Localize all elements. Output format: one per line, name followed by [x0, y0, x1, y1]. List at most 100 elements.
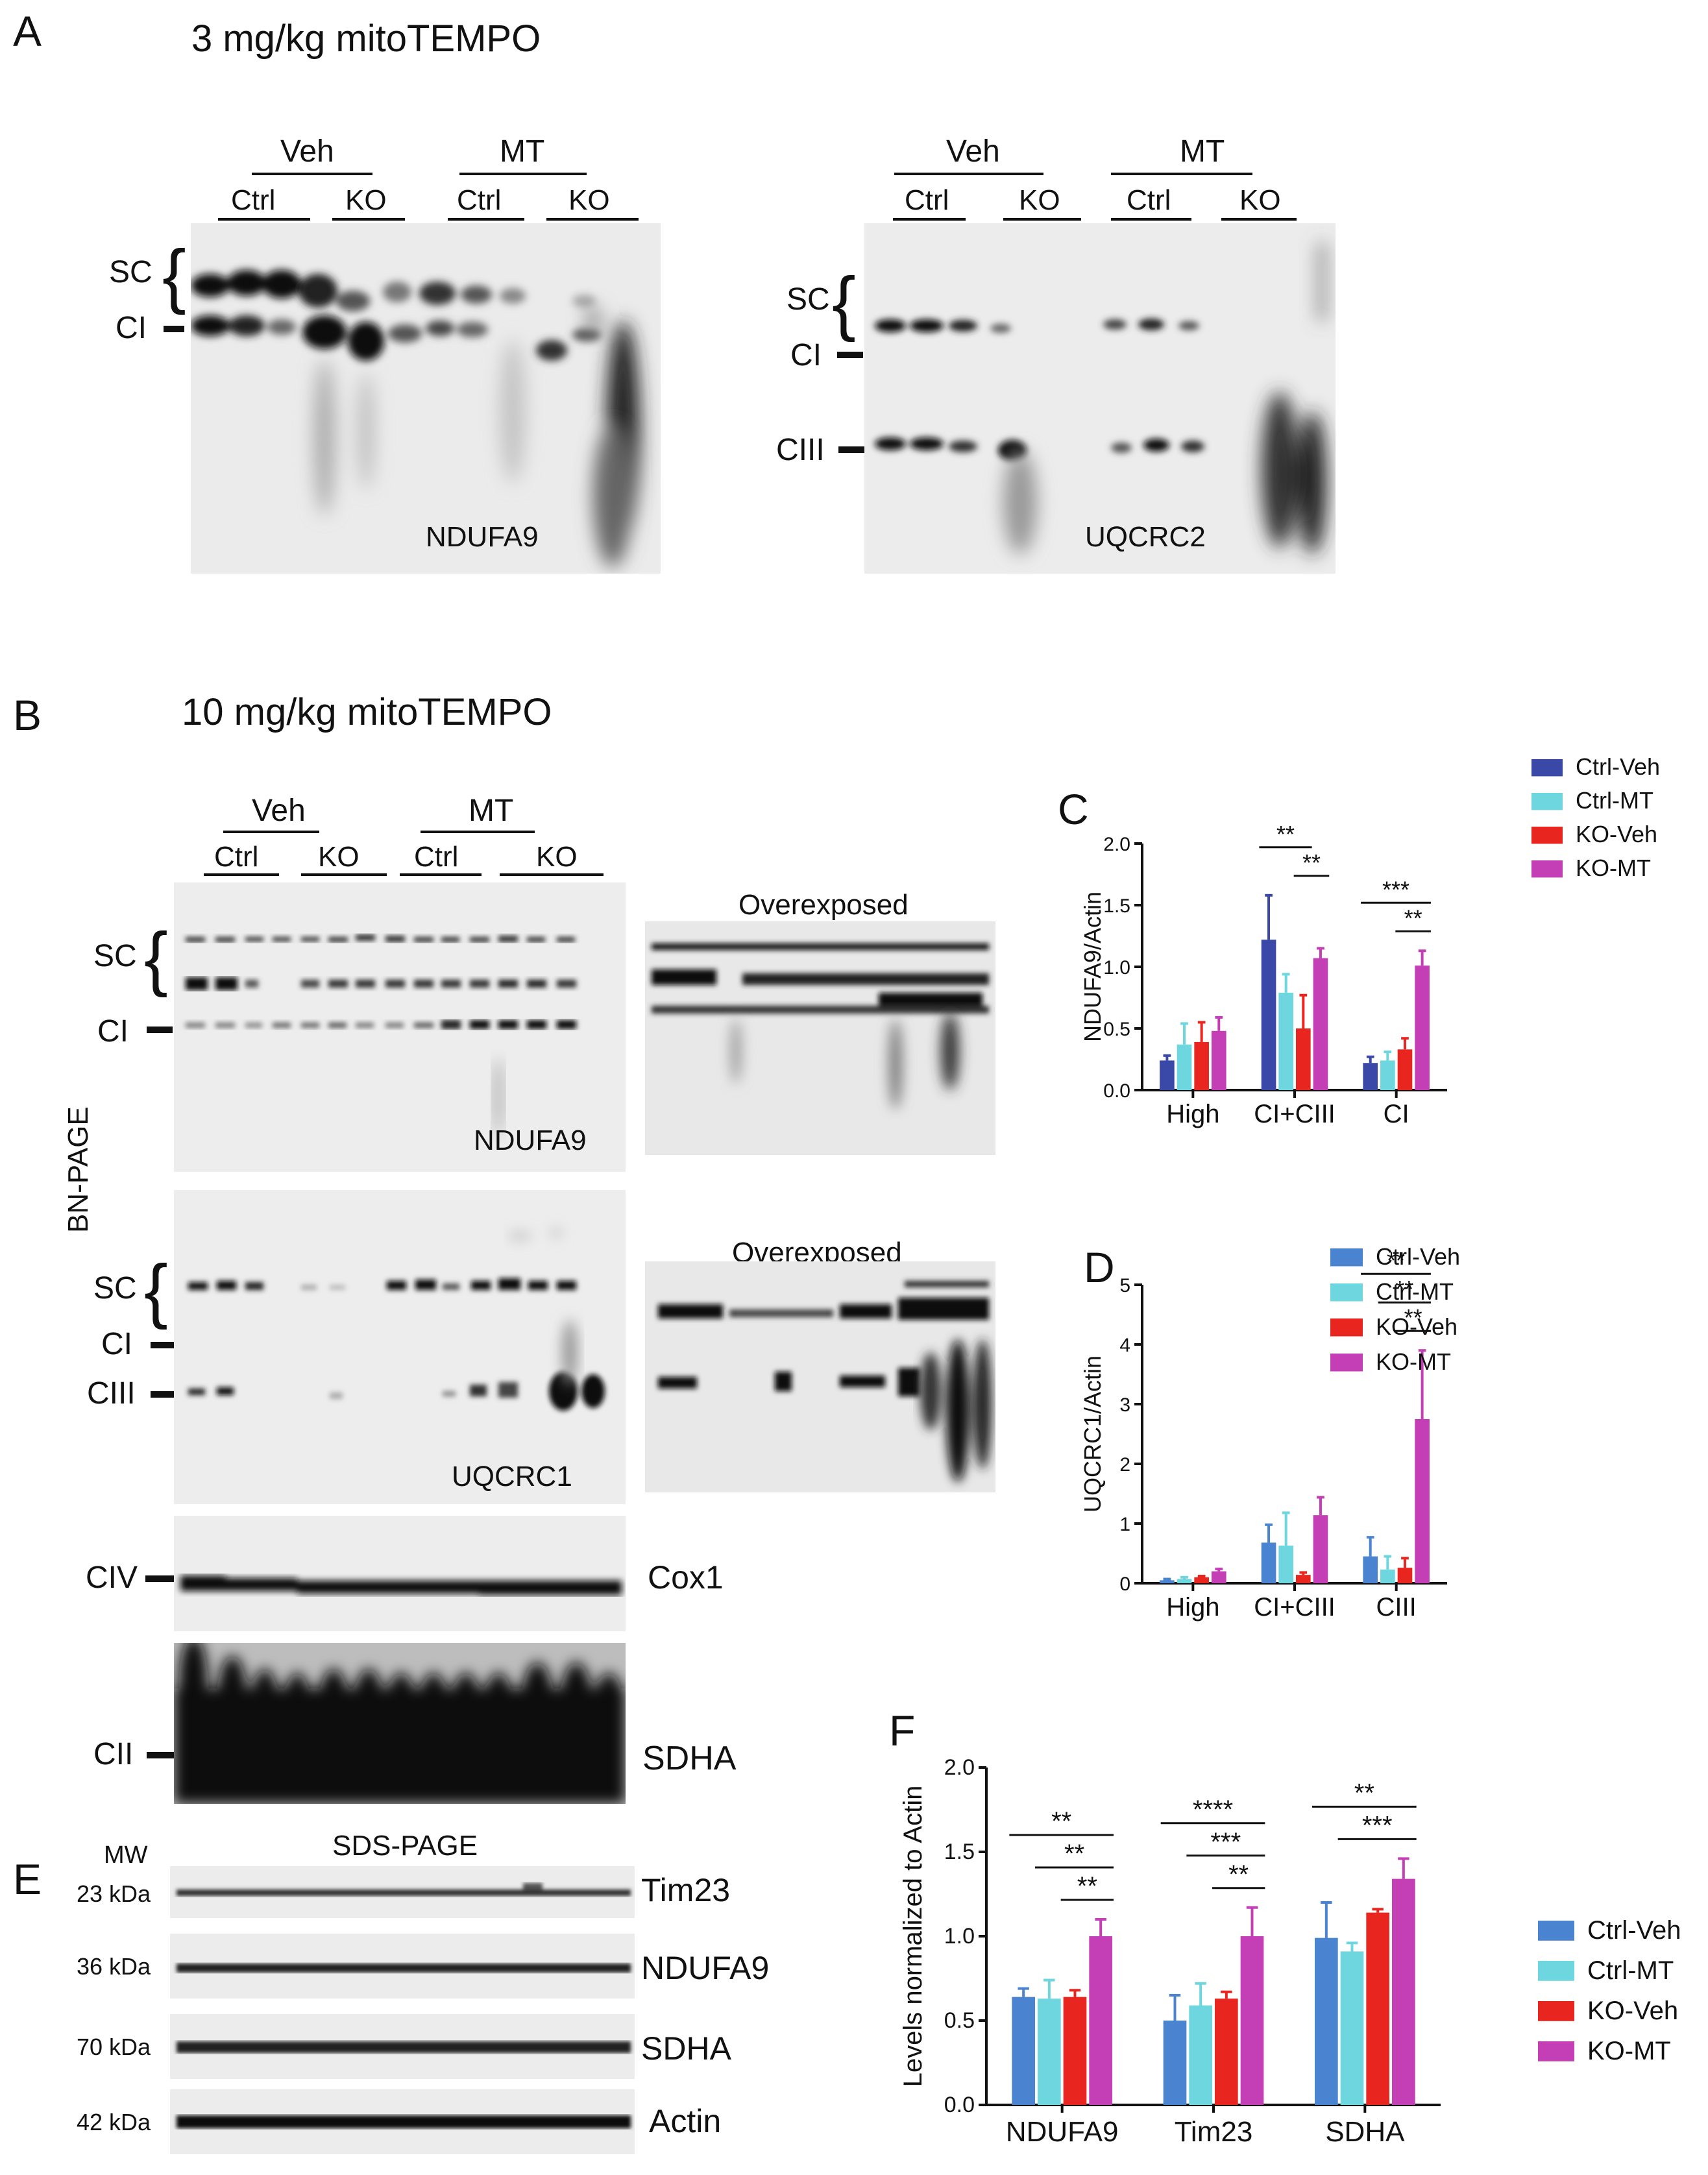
significance-label: ** — [1077, 1872, 1097, 1901]
brace-icon: { — [144, 1250, 168, 1330]
subgroup-label-ctrl: Ctrl — [457, 184, 502, 216]
legend-label: KO-Veh — [1587, 1997, 1678, 2025]
subgroup-label-ctrl: Ctrl — [905, 184, 949, 216]
marker-ci: CI — [101, 1327, 132, 1361]
legend-swatch — [1330, 1283, 1363, 1302]
panel-letter-f: F — [889, 1707, 915, 1755]
group-label-mt: MT — [1180, 134, 1225, 169]
panel-a-title: 3 mg/kg mitoTEMPO — [191, 18, 541, 60]
y-tick-label: 5 — [1119, 1275, 1130, 1296]
brace-icon: { — [832, 263, 856, 343]
bar — [1397, 1568, 1413, 1583]
bar — [1380, 1060, 1395, 1090]
significance-label: ** — [1404, 905, 1422, 931]
bar — [1397, 1049, 1413, 1090]
y-tick-label: 2.0 — [944, 1755, 975, 1780]
subgroup-label-ctrl: Ctrl — [214, 841, 259, 873]
marker-tick — [147, 1752, 174, 1758]
subgroup-underline — [301, 873, 387, 876]
bar — [1012, 1997, 1035, 2105]
group-label-veh: Veh — [252, 794, 306, 828]
subgroup-underline — [893, 218, 966, 221]
bar — [1261, 1542, 1276, 1583]
legend-swatch — [1531, 793, 1563, 810]
bar — [1215, 1999, 1238, 2105]
legend-label: KO-MT — [1587, 2037, 1671, 2065]
mw-label: 36 kDa — [77, 1953, 151, 1980]
y-tick-label: 0.5 — [944, 2008, 975, 2033]
blot-b-uqcrc1: UQCRC1 — [174, 1190, 626, 1504]
bar — [1278, 992, 1293, 1090]
significance-label: ** — [1404, 1304, 1422, 1331]
bar — [1189, 2005, 1212, 2105]
significance-label: *** — [1362, 1811, 1393, 1840]
marker-sc: SC — [787, 282, 830, 317]
bar — [1278, 1546, 1293, 1583]
mw-label: 42 kDa — [77, 2109, 151, 2135]
bar — [1366, 1912, 1389, 2105]
legend-label: KO-Veh — [1576, 821, 1657, 847]
legend-swatch — [1538, 1921, 1574, 1941]
bar — [1415, 966, 1430, 1090]
y-tick-label: 1.0 — [1103, 957, 1130, 978]
marker-ciii: CIII — [776, 433, 825, 467]
antibody-label-sdha: SDHA — [642, 1740, 737, 1777]
bar — [1063, 1997, 1087, 2105]
bar — [1392, 1878, 1415, 2105]
y-tick-label: 0.5 — [1103, 1019, 1130, 1040]
blot-a-uqcrc2: UQCRC2 — [864, 223, 1336, 574]
subgroup-label-ko: KO — [568, 184, 610, 216]
legend-swatch — [1531, 827, 1563, 844]
legend-label: Ctrl-MT — [1587, 1956, 1674, 1985]
significance-label: **** — [1193, 1795, 1233, 1824]
group-label-mt: MT — [500, 134, 545, 169]
subgroup-underline — [218, 218, 310, 221]
bar — [1211, 1030, 1226, 1090]
group-underline — [894, 173, 1043, 175]
chart-f: F 0.0 0.5 1.0 1.5 2.0 Levels normalized to Act… — [889, 1707, 1681, 2148]
marker-tick — [837, 352, 863, 358]
brace-icon: { — [144, 918, 168, 998]
marker-tick — [164, 326, 184, 332]
side-label-bn-page: BN-PAGE — [62, 1106, 94, 1233]
group-label-veh: Veh — [946, 134, 1000, 169]
significance-label: ** — [1354, 1779, 1374, 1807]
antibody-label: UQCRC1 — [452, 1461, 572, 1492]
group-underline — [252, 173, 372, 175]
marker-tick — [147, 1027, 173, 1033]
group-underline — [459, 173, 587, 175]
panel-letter-b: B — [13, 691, 42, 739]
marker-sc: SC — [93, 1271, 137, 1306]
chart-c: C 0.0 0.5 1.0 1.5 2.0 NDUFA9/Actin High CI+CIII C… — [1058, 753, 1660, 1128]
blot-e-actin — [170, 2089, 635, 2154]
bar — [1296, 1575, 1311, 1583]
bar — [1380, 1569, 1395, 1583]
subgroup-underline — [1111, 218, 1191, 221]
legend-swatch — [1531, 759, 1563, 777]
legend-label: Ctrl-Veh — [1376, 1243, 1460, 1270]
mw-header: MW — [104, 1841, 148, 1869]
subgroup-underline — [500, 873, 604, 876]
legend-label: Ctrl-MT — [1376, 1278, 1454, 1305]
antibody-label: UQCRC2 — [1085, 521, 1206, 553]
antibody-label-actin: Actin — [649, 2103, 722, 2139]
marker-ciii: CIII — [87, 1376, 136, 1411]
subgroup-label-ctrl: Ctrl — [1127, 184, 1171, 216]
subgroup-label-ko: KO — [536, 841, 578, 873]
subgroup-label-ko: KO — [345, 184, 387, 216]
legend-swatch — [1538, 2041, 1574, 2061]
y-tick-label: 1.5 — [944, 1840, 975, 1864]
marker-sc: SC — [93, 939, 137, 973]
y-tick-label: 1 — [1119, 1514, 1130, 1535]
marker-tick — [151, 1391, 177, 1398]
x-tick-label: CIII — [1376, 1593, 1417, 1622]
blot-b-cox1 — [174, 1516, 626, 1631]
legend-swatch — [1330, 1354, 1363, 1372]
y-tick-label: 0.0 — [1103, 1080, 1130, 1102]
y-tick-label: 0.0 — [944, 2093, 975, 2117]
antibody-label-cox1: Cox1 — [648, 1559, 724, 1596]
x-tick-label: NDUFA9 — [1006, 2116, 1119, 2148]
marker-sc: SC — [109, 255, 152, 289]
bar — [1363, 1556, 1378, 1583]
marker-tick — [838, 446, 864, 453]
